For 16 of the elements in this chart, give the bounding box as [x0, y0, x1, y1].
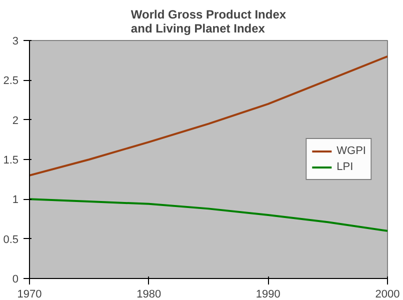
y-tick-label: 2.5	[3, 75, 19, 88]
y-tick-label: 0	[12, 274, 19, 286]
x-tick-label: 1980	[136, 288, 162, 300]
y-tick-label: 2	[12, 114, 19, 127]
legend-label: LPI	[336, 160, 354, 174]
legend-label: WGPI	[336, 144, 366, 158]
chart-title: World Gross Product Index and Living Planet Index	[130, 8, 286, 36]
x-tick-label: 1990	[256, 288, 280, 300]
y-tick-label: 3	[12, 36, 19, 48]
y-tick-label: 0.5	[3, 234, 19, 246]
x-tick-label: 2000	[375, 288, 400, 300]
line-series	[30, 198, 388, 232]
y-tick-label: 1.5	[3, 154, 19, 166]
line-series	[30, 55, 388, 176]
x-tick-label: 1970	[17, 288, 42, 300]
y-tick-label: 1	[12, 194, 19, 206]
